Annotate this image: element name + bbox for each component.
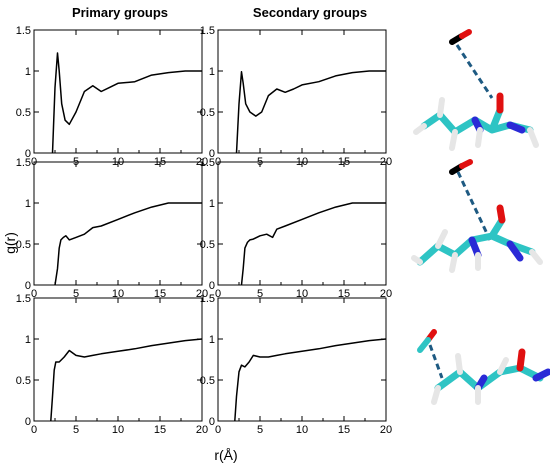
y-tick-label: 1 <box>25 334 31 346</box>
x-tick-label: 20 <box>380 288 392 300</box>
x-tick-label: 0 <box>31 288 37 300</box>
y-tick-label: 1 <box>209 66 215 78</box>
gr-series-line <box>51 52 202 154</box>
y-tick-label: 0 <box>209 280 215 292</box>
plot-frame <box>33 297 203 422</box>
y-tick-label: 0 <box>25 416 31 428</box>
y-tick-label: 1.5 <box>16 157 31 169</box>
y-tick-label: 0 <box>209 416 215 428</box>
x-tick-label: 20 <box>380 424 392 436</box>
x-tick-label: 5 <box>257 288 263 300</box>
y-tick-label: 0 <box>25 280 31 292</box>
y-tick-label: 0.5 <box>16 239 31 251</box>
molecule-illustration-3 <box>417 329 550 405</box>
x-tick-label: 5 <box>257 424 263 436</box>
x-tick-label: 0 <box>215 288 221 300</box>
plot-frame <box>217 297 387 422</box>
x-tick-label: 10 <box>112 288 124 300</box>
y-tick-label: 1.5 <box>16 25 31 37</box>
y-tick-label: 1.5 <box>200 25 215 37</box>
y-tick-label: 1.5 <box>16 293 31 305</box>
y-tick-label: 1 <box>209 334 215 346</box>
y-tick-label: 0.5 <box>200 239 215 251</box>
gr-series-line <box>54 202 202 286</box>
y-tick-label: 0 <box>209 148 215 160</box>
x-tick-label: 10 <box>296 288 308 300</box>
y-tick-label: 1 <box>25 198 31 210</box>
x-tick-label: 5 <box>73 424 79 436</box>
x-tick-label: 20 <box>196 288 208 300</box>
x-tick-label: 0 <box>31 424 37 436</box>
plot-frame <box>217 29 387 154</box>
panel-row2-secondary: 0 5 10 15 20 0 0.5 1 1.5 <box>200 157 392 300</box>
column-title-primary: Primary groups <box>72 5 168 20</box>
y-tick-label: 0.5 <box>200 375 215 387</box>
y-tick-label: 1.5 <box>200 293 215 305</box>
panel-row3-secondary: 0 5 10 15 20 0 0.5 1 1.5 <box>200 293 392 436</box>
x-tick-label: 5 <box>73 288 79 300</box>
y-tick-label: 0.5 <box>16 107 31 119</box>
x-tick-label: 15 <box>154 288 166 300</box>
gr-series-line <box>234 338 387 422</box>
y-axis-label: g(r) <box>2 232 18 254</box>
x-tick-label: 15 <box>154 424 166 436</box>
y-tick-label: 0.5 <box>16 375 31 387</box>
x-tick-label: 15 <box>338 288 350 300</box>
molecule-illustration-2 <box>411 159 543 273</box>
x-tick-label: 0 <box>215 424 221 436</box>
panel-row2-primary: 0 5 10 15 20 0 0.5 1 1.5 <box>16 157 208 300</box>
y-tick-label: 1 <box>209 198 215 210</box>
y-tick-label: 0.5 <box>200 107 215 119</box>
y-tick-label: 1 <box>25 66 31 78</box>
y-tick-label: 1.5 <box>200 157 215 169</box>
gr-series-line <box>240 202 386 286</box>
plot-frame <box>33 29 203 154</box>
x-tick-label: 10 <box>296 424 308 436</box>
molecule-illustration-1 <box>413 29 539 151</box>
x-tick-label: 10 <box>112 424 124 436</box>
gr-series-line <box>235 70 386 154</box>
x-tick-label: 20 <box>196 424 208 436</box>
plot-panels: 0510152000.511.50510152000.511.505101520… <box>16 25 392 436</box>
x-tick-label: 15 <box>338 424 350 436</box>
plot-frame <box>33 161 203 286</box>
x-axis-label: r(Å) <box>214 447 237 463</box>
y-tick-label: 0 <box>25 148 31 160</box>
column-title-secondary: Secondary groups <box>253 5 367 20</box>
gr-series-line <box>50 338 203 422</box>
panel-row3-primary: 0 5 10 15 20 0 0.5 1 1.5 <box>16 293 208 436</box>
